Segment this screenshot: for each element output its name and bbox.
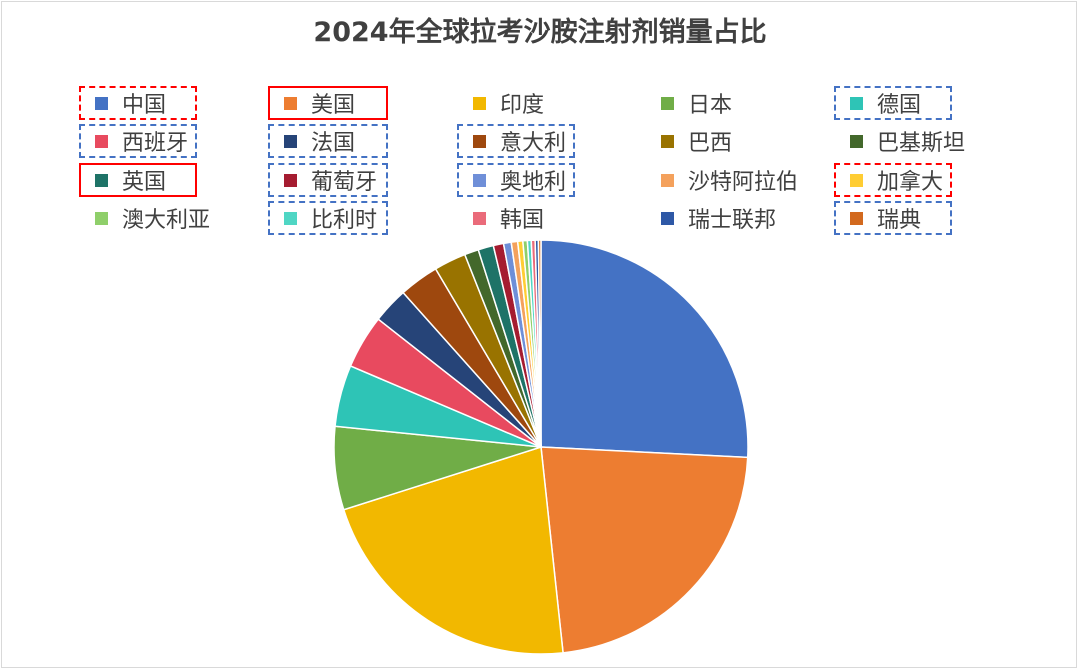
legend-swatch xyxy=(850,211,863,225)
legend-swatch xyxy=(473,211,486,225)
pie-slice-0 xyxy=(540,239,749,459)
legend-item: 德国 xyxy=(834,86,952,120)
legend-label: 奥地利 xyxy=(500,170,567,195)
legend-item: 意大利 xyxy=(457,124,575,158)
legend-item: 印度 xyxy=(457,86,575,120)
legend-label: 巴西 xyxy=(688,131,733,156)
legend-item: 加拿大 xyxy=(834,163,952,197)
legend-swatch xyxy=(284,211,297,225)
legend-label: 澳大利亚 xyxy=(122,208,211,233)
legend-item: 英国 xyxy=(79,163,197,197)
legend-item: 西班牙 xyxy=(79,124,197,158)
legend-swatch xyxy=(850,96,863,110)
legend-swatch xyxy=(95,211,108,225)
pie-slice-19 xyxy=(537,239,542,448)
legend-item: 韩国 xyxy=(457,201,575,235)
legend-swatch xyxy=(850,134,863,148)
legend-label: 法国 xyxy=(311,131,356,156)
pie-slice-2 xyxy=(342,446,564,655)
legend-swatch xyxy=(473,96,486,110)
legend-swatch xyxy=(661,211,674,225)
legend-swatch xyxy=(95,173,108,187)
legend-item: 沙特阿拉伯 xyxy=(645,163,806,197)
legend-swatch xyxy=(284,173,297,187)
legend-label: 中国 xyxy=(122,93,167,118)
legend-label: 德国 xyxy=(877,93,922,118)
legend-item: 比利时 xyxy=(268,201,388,235)
legend-swatch xyxy=(661,134,674,148)
legend-label: 印度 xyxy=(500,93,545,118)
legend-swatch xyxy=(95,96,108,110)
legend-item: 法国 xyxy=(268,124,388,158)
legend-swatch xyxy=(661,173,674,187)
legend-label: 西班牙 xyxy=(122,131,189,156)
legend-label: 葡萄牙 xyxy=(311,170,378,195)
legend-item: 日本 xyxy=(645,86,763,120)
legend-label: 美国 xyxy=(311,93,356,118)
legend-label: 加拿大 xyxy=(877,170,944,195)
legend-item: 奥地利 xyxy=(457,163,575,197)
legend-swatch xyxy=(473,134,486,148)
legend-item: 巴西 xyxy=(645,124,763,158)
legend-swatch xyxy=(284,96,297,110)
legend-label: 沙特阿拉伯 xyxy=(688,170,799,195)
legend-label: 巴基斯坦 xyxy=(877,131,966,156)
legend-label: 瑞士联邦 xyxy=(688,208,777,233)
legend-item: 巴基斯坦 xyxy=(834,124,973,158)
legend-swatch xyxy=(284,134,297,148)
legend-item: 美国 xyxy=(268,86,388,120)
legend-label: 比利时 xyxy=(311,208,378,233)
legend-swatch xyxy=(473,173,486,187)
pie-slice-1 xyxy=(540,446,749,654)
legend-swatch xyxy=(661,96,674,110)
legend-item: 葡萄牙 xyxy=(268,163,388,197)
legend-label: 瑞典 xyxy=(877,208,922,233)
legend-item: 瑞士联邦 xyxy=(645,201,784,235)
legend-item: 中国 xyxy=(79,86,197,120)
legend-swatch xyxy=(850,173,863,187)
legend-swatch xyxy=(95,134,108,148)
legend-label: 韩国 xyxy=(500,208,545,233)
legend-label: 日本 xyxy=(688,93,733,118)
chart-title: 2024年全球拉考沙胺注射剂销量占比 xyxy=(313,17,767,48)
legend-item: 澳大利亚 xyxy=(79,201,218,235)
legend-item: 瑞典 xyxy=(834,201,952,235)
legend-label: 英国 xyxy=(122,170,167,195)
legend-label: 意大利 xyxy=(500,131,567,156)
